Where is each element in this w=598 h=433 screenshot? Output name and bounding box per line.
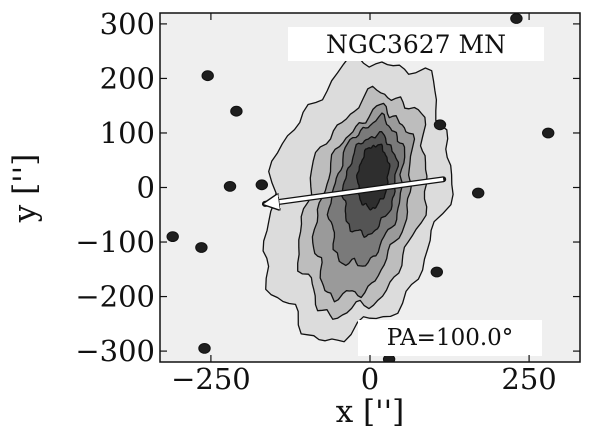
y-tick-label-0: 300	[100, 7, 155, 41]
point-source-13	[145, 153, 156, 163]
point-source-2	[230, 105, 243, 117]
y-tick-label-2: 100	[100, 116, 155, 150]
plot-area: NGC3627 MN PA=100.0°	[145, 3, 581, 363]
y-axis-label: y ['']	[7, 154, 43, 224]
point-source-11	[542, 127, 555, 139]
isophote-contours	[262, 54, 454, 343]
point-sources	[145, 3, 555, 362]
x-axis-ticks: −250 0 250	[171, 13, 557, 396]
contour-level-6	[356, 143, 391, 211]
point-source-9	[472, 187, 485, 199]
point-source-4	[255, 179, 268, 191]
point-source-1	[201, 70, 214, 82]
y-axis-ticks: 300 200 100 0 −100 −200 −300	[75, 7, 580, 368]
point-source-5	[166, 231, 179, 243]
pa-annotation: PA=100.0°	[387, 325, 514, 351]
y-tick-label-4: −100	[75, 225, 155, 259]
y-tick-label-6: −300	[75, 334, 155, 368]
x-tick-label-1: 0	[361, 362, 379, 396]
x-tick-label-0: −250	[171, 362, 251, 396]
point-source-14	[195, 242, 208, 253]
title-background	[288, 27, 544, 61]
point-source-12	[510, 13, 523, 24]
point-source-7	[433, 119, 447, 131]
x-axis-label: x ['']	[336, 394, 405, 430]
pa-arrow-shaft	[265, 177, 444, 204]
point-source-3	[223, 181, 237, 192]
y-tick-label-5: −200	[75, 280, 155, 314]
pa-label-background	[358, 320, 542, 356]
point-source-10	[498, 3, 509, 13]
chart-title: NGC3627 MN	[326, 30, 506, 59]
point-source-6	[198, 343, 211, 354]
position-angle-arrow	[265, 176, 447, 204]
y-tick-label-3: 0	[137, 171, 155, 205]
x-tick-label-2: 250	[501, 362, 556, 396]
point-source-8	[430, 266, 443, 278]
y-tick-label-1: 200	[100, 61, 155, 95]
